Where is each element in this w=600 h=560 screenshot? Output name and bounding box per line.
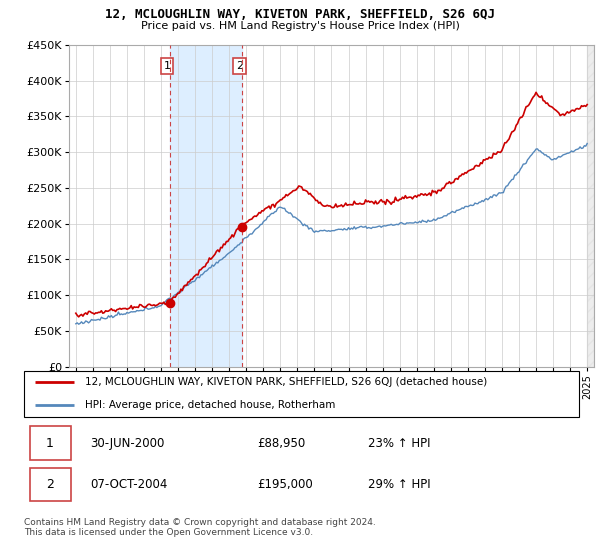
Text: 12, MCLOUGHLIN WAY, KIVETON PARK, SHEFFIELD, S26 6QJ: 12, MCLOUGHLIN WAY, KIVETON PARK, SHEFFI… <box>105 8 495 21</box>
Text: £88,950: £88,950 <box>257 437 305 450</box>
Text: 1: 1 <box>164 61 170 71</box>
Text: HPI: Average price, detached house, Rotherham: HPI: Average price, detached house, Roth… <box>85 400 335 410</box>
Text: 2: 2 <box>46 478 54 491</box>
Text: £195,000: £195,000 <box>257 478 313 491</box>
Text: 07-OCT-2004: 07-OCT-2004 <box>91 478 168 491</box>
Bar <box>29 468 71 501</box>
Bar <box>170 45 242 367</box>
Text: 1: 1 <box>46 437 54 450</box>
Text: Contains HM Land Registry data © Crown copyright and database right 2024.
This d: Contains HM Land Registry data © Crown c… <box>24 518 376 538</box>
Text: 29% ↑ HPI: 29% ↑ HPI <box>368 478 431 491</box>
Text: Price paid vs. HM Land Registry's House Price Index (HPI): Price paid vs. HM Land Registry's House … <box>140 21 460 31</box>
Text: 23% ↑ HPI: 23% ↑ HPI <box>368 437 431 450</box>
Text: 12, MCLOUGHLIN WAY, KIVETON PARK, SHEFFIELD, S26 6QJ (detached house): 12, MCLOUGHLIN WAY, KIVETON PARK, SHEFFI… <box>85 377 487 387</box>
Text: 30-JUN-2000: 30-JUN-2000 <box>91 437 165 450</box>
Text: 2: 2 <box>236 61 243 71</box>
Bar <box>29 427 71 460</box>
Bar <box>587 45 594 367</box>
